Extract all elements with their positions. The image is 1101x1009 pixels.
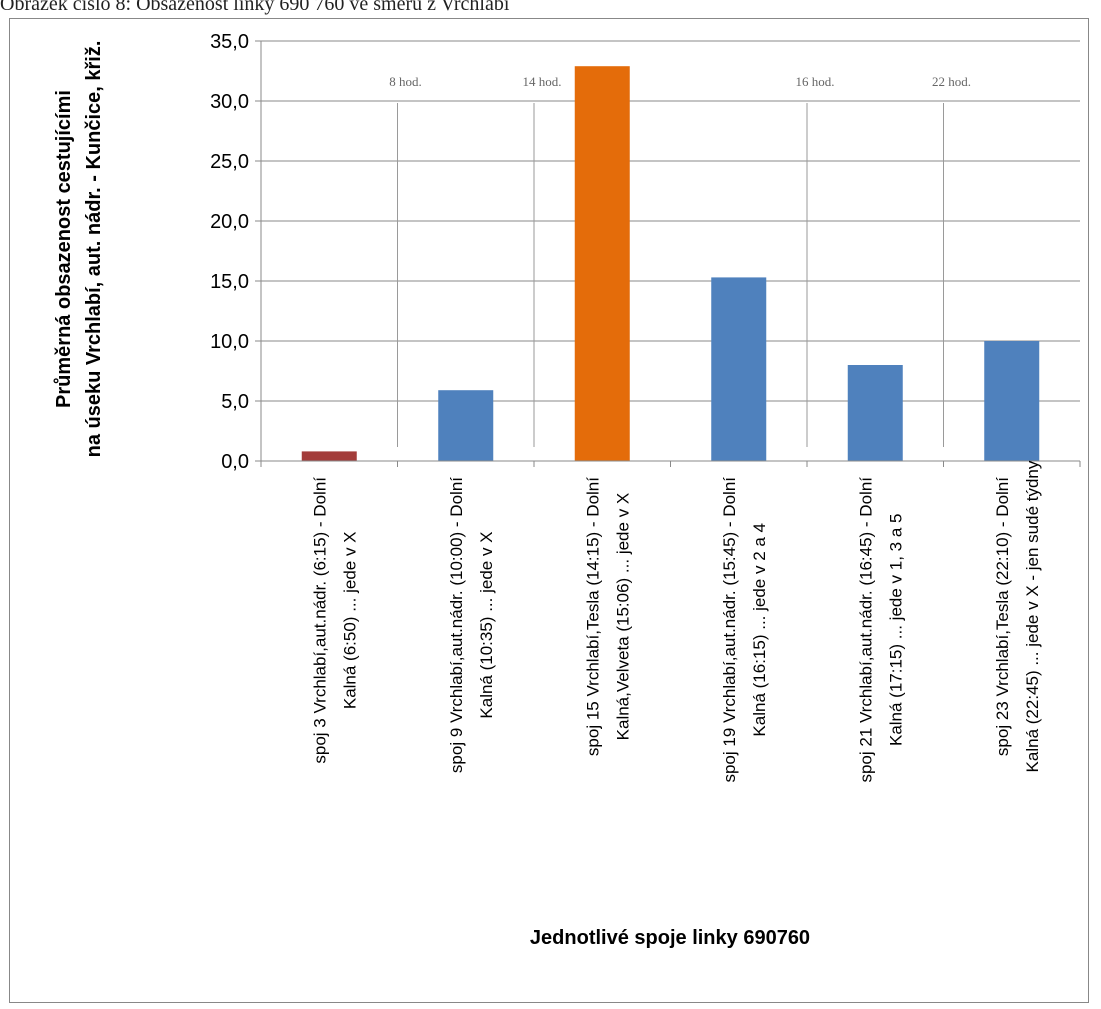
- category-label-line: spoj 3 Vrchlabí,aut.nádr. (6:15) - Dolní: [310, 477, 329, 764]
- bar: [847, 365, 903, 461]
- y-tick-label: 25,0: [210, 151, 249, 173]
- category-label-line: spoj 21 Vrchlabí,aut.nádr. (16:45) - Dol…: [856, 477, 875, 783]
- time-marker-label: 22 hod.: [932, 74, 971, 89]
- x-axis-title: Jednotlivé spoje linky 690760: [530, 927, 810, 949]
- figure-caption: Obrázek číslo 8: Obsazenost linky 690 76…: [0, 0, 510, 15]
- y-tick-label: 5,0: [221, 391, 249, 413]
- category-label: spoj 21 Vrchlabí,aut.nádr. (16:45) - Dol…: [856, 477, 905, 783]
- category-label-line: Kalná (17:15) ... jede v 1, 3 a 5: [886, 514, 905, 746]
- bar: [574, 66, 630, 461]
- bar-chart: 0,0 5,0 10,0 15,0 20,0 25,0 30,0 35,0 8 hod. 14 h…: [53, 31, 1081, 949]
- y-tick-label: 10,0: [210, 331, 249, 353]
- category-label: spoj 3 Vrchlabí,aut.nádr. (6:15) - Dolní…: [310, 477, 359, 764]
- y-tick-label: 15,0: [210, 271, 249, 293]
- y-tick-label: 30,0: [210, 91, 249, 113]
- category-label: spoj 19 Vrchlabí,aut.nádr. (15:45) - Dol…: [720, 477, 769, 783]
- category-label-line: Kalná (22:45) ... jede v X - jen sudé tý…: [1023, 460, 1042, 772]
- category-label: spoj 15 Vrchlabí,Tesla (14:15) - Dolní Ka…: [583, 477, 632, 756]
- bar: [984, 341, 1040, 461]
- y-tick-label: 0,0: [221, 451, 249, 473]
- category-label-line: Kalná (10:35) ... jede v X: [477, 531, 496, 718]
- category-label-line: spoj 15 Vrchlabí,Tesla (14:15) - Dolní: [583, 477, 602, 756]
- y-axis-title-line: na úseku Vrchlabí, aut. nádr. - Kunčice,…: [83, 41, 105, 458]
- bar: [301, 451, 357, 461]
- category-label-line: spoj 9 Vrchlabí,aut.nádr. (10:00) - Doln…: [447, 477, 466, 773]
- category-label: spoj 9 Vrchlabí,aut.nádr. (10:00) - Doln…: [447, 477, 496, 773]
- y-axis-title-line: Průměrná obsazenost cestujícími: [53, 90, 75, 408]
- category-label-line: spoj 19 Vrchlabí,aut.nádr. (15:45) - Dol…: [720, 477, 739, 783]
- y-tick-label: 35,0: [210, 31, 249, 53]
- category-label-line: Kalná (16:15) ... jede v 2 a 4: [750, 523, 769, 737]
- time-marker-label: 8 hod.: [389, 74, 422, 89]
- bar: [438, 390, 494, 461]
- chart-frame: 0,0 5,0 10,0 15,0 20,0 25,0 30,0 35,0 8 hod. 14 h…: [9, 18, 1089, 1003]
- time-marker-label: 14 hod.: [523, 74, 562, 89]
- time-marker-label: 16 hod.: [796, 74, 835, 89]
- category-label-line: spoj 23 Vrchlabí,Tesla (22:10) - Dolní: [993, 477, 1012, 756]
- y-axis-title: Průměrná obsazenost cestujícími na úseku …: [53, 41, 105, 458]
- category-label: spoj 23 Vrchlabí,Tesla (22:10) - Dolní Ka…: [993, 460, 1042, 772]
- y-tick-label: 20,0: [210, 211, 249, 233]
- bar: [711, 277, 767, 461]
- category-label-line: Kalná,Velveta (15:06) ... jede v X: [613, 493, 632, 741]
- category-label-line: Kalná (6:50) ... jede v X: [340, 531, 359, 709]
